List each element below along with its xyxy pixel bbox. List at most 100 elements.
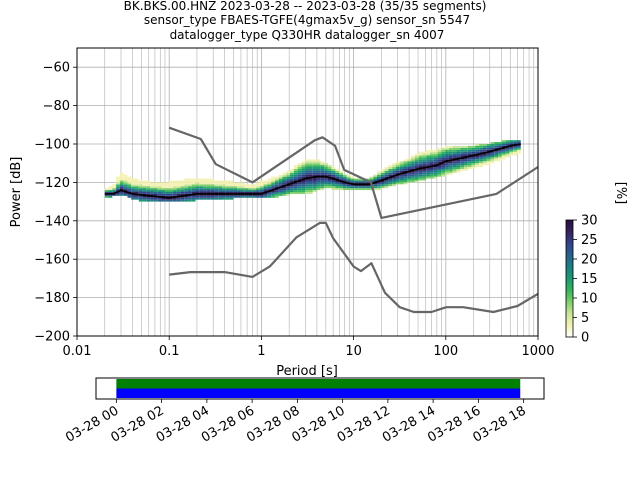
heatmap-cell (165, 190, 170, 192)
heatmap-cell (456, 163, 461, 166)
heatmap-cell (305, 165, 309, 168)
heatmap-cell (395, 168, 400, 171)
heatmap-cell (494, 157, 499, 160)
heatmap-cell (418, 157, 423, 160)
heatmap-cell (388, 168, 393, 171)
heatmap-cell (467, 145, 472, 148)
heatmap-cell (426, 163, 430, 166)
heatmap-cell (452, 145, 457, 148)
heatmap-cell (433, 167, 438, 169)
heatmap-cell (445, 147, 449, 150)
heatmap-cell (331, 170, 336, 173)
heatmap-cell (237, 190, 241, 192)
heatmap-cell (195, 195, 200, 198)
heatmap-cell (308, 174, 313, 177)
heatmap-cell (108, 192, 113, 194)
heatmap-cell (471, 157, 476, 160)
heatmap-cell (225, 186, 230, 189)
heatmap-cell (233, 188, 238, 191)
heatmap-cell (248, 188, 253, 191)
heatmap-cell (244, 186, 249, 189)
heatmap-cell (475, 159, 480, 162)
heatmap-cell (422, 176, 427, 179)
heatmap-cell (221, 188, 226, 191)
heatmap-cell (135, 178, 139, 181)
heatmap-cell (184, 190, 188, 192)
heatmap-cell (452, 149, 457, 152)
heatmap-cell (297, 168, 302, 171)
colorbar-label: [%] (613, 182, 628, 205)
heatmap-cell (271, 186, 275, 189)
heatmap-cell (138, 188, 143, 191)
heatmap-cell (441, 149, 446, 152)
heatmap-cell (108, 190, 113, 192)
heatmap-cell (123, 176, 128, 179)
heatmap-cell (116, 186, 120, 189)
heatmap-cell (316, 182, 321, 185)
heatmap-cell (225, 188, 230, 191)
heatmap-cell (271, 176, 275, 179)
heatmap-cell (203, 197, 207, 200)
heatmap-cell (286, 180, 291, 183)
y-tick-label: −100 (34, 138, 70, 153)
heatmap-cell (467, 167, 472, 169)
heatmap-cell (456, 155, 461, 158)
heatmap-cell (331, 186, 336, 189)
heatmap-cell (320, 172, 325, 175)
heatmap-cell (119, 192, 124, 194)
heatmap-cell (460, 153, 465, 156)
heatmap-cell (471, 167, 476, 169)
heatmap-cell (456, 149, 461, 152)
heatmap-cell (308, 163, 313, 166)
heatmap-cell (123, 184, 128, 187)
heatmap-cell (414, 157, 419, 160)
heatmap-cell (464, 165, 468, 168)
heatmap-cell (305, 163, 309, 166)
heatmap-cell (516, 142, 521, 144)
heatmap-cell (172, 182, 177, 185)
heatmap-cell (210, 186, 215, 189)
heatmap-cell (169, 190, 173, 192)
heatmap-cell (464, 145, 468, 148)
heatmap-cell (187, 180, 192, 183)
heatmap-cell (388, 180, 393, 183)
heatmap-cell (172, 184, 177, 187)
heatmap-cell (278, 192, 283, 194)
heatmap-cell (361, 184, 366, 187)
heatmap-cell (320, 184, 325, 187)
heatmap-cell (358, 178, 362, 181)
heatmap-cell (501, 142, 506, 144)
heatmap-cell (127, 184, 132, 187)
heatmap-cell (271, 178, 275, 181)
heatmap-cell (312, 190, 317, 192)
heatmap-cell (135, 188, 139, 191)
heatmap-cell (320, 188, 325, 191)
heatmap-cell (131, 190, 136, 192)
heatmap-cell (445, 161, 449, 164)
heatmap-cell (153, 193, 158, 196)
heatmap-cell (297, 167, 302, 169)
y-tick-label: −80 (43, 99, 70, 114)
heatmap-cell (505, 140, 510, 143)
heatmap-cell (184, 184, 188, 187)
heatmap-cell (437, 170, 442, 173)
heatmap-cell (153, 186, 158, 189)
heatmap-cell (184, 192, 188, 194)
heatmap-cell (354, 186, 359, 189)
heatmap-cell (316, 186, 321, 189)
colorbar-tick-label: 10 (581, 292, 598, 307)
heatmap-cell (263, 188, 268, 191)
heatmap-cell (441, 172, 446, 175)
heatmap-cell (221, 192, 226, 194)
heatmap-cell (411, 159, 415, 162)
heatmap-cell (237, 195, 241, 198)
heatmap-cell (169, 180, 173, 183)
heatmap-cell (395, 163, 400, 166)
heatmap-cell (411, 165, 415, 168)
heatmap-cell (267, 178, 272, 181)
heatmap-cell (437, 161, 442, 164)
heatmap-cell (433, 176, 438, 179)
heatmap-cell (237, 182, 241, 185)
heatmap-cell (301, 184, 306, 187)
